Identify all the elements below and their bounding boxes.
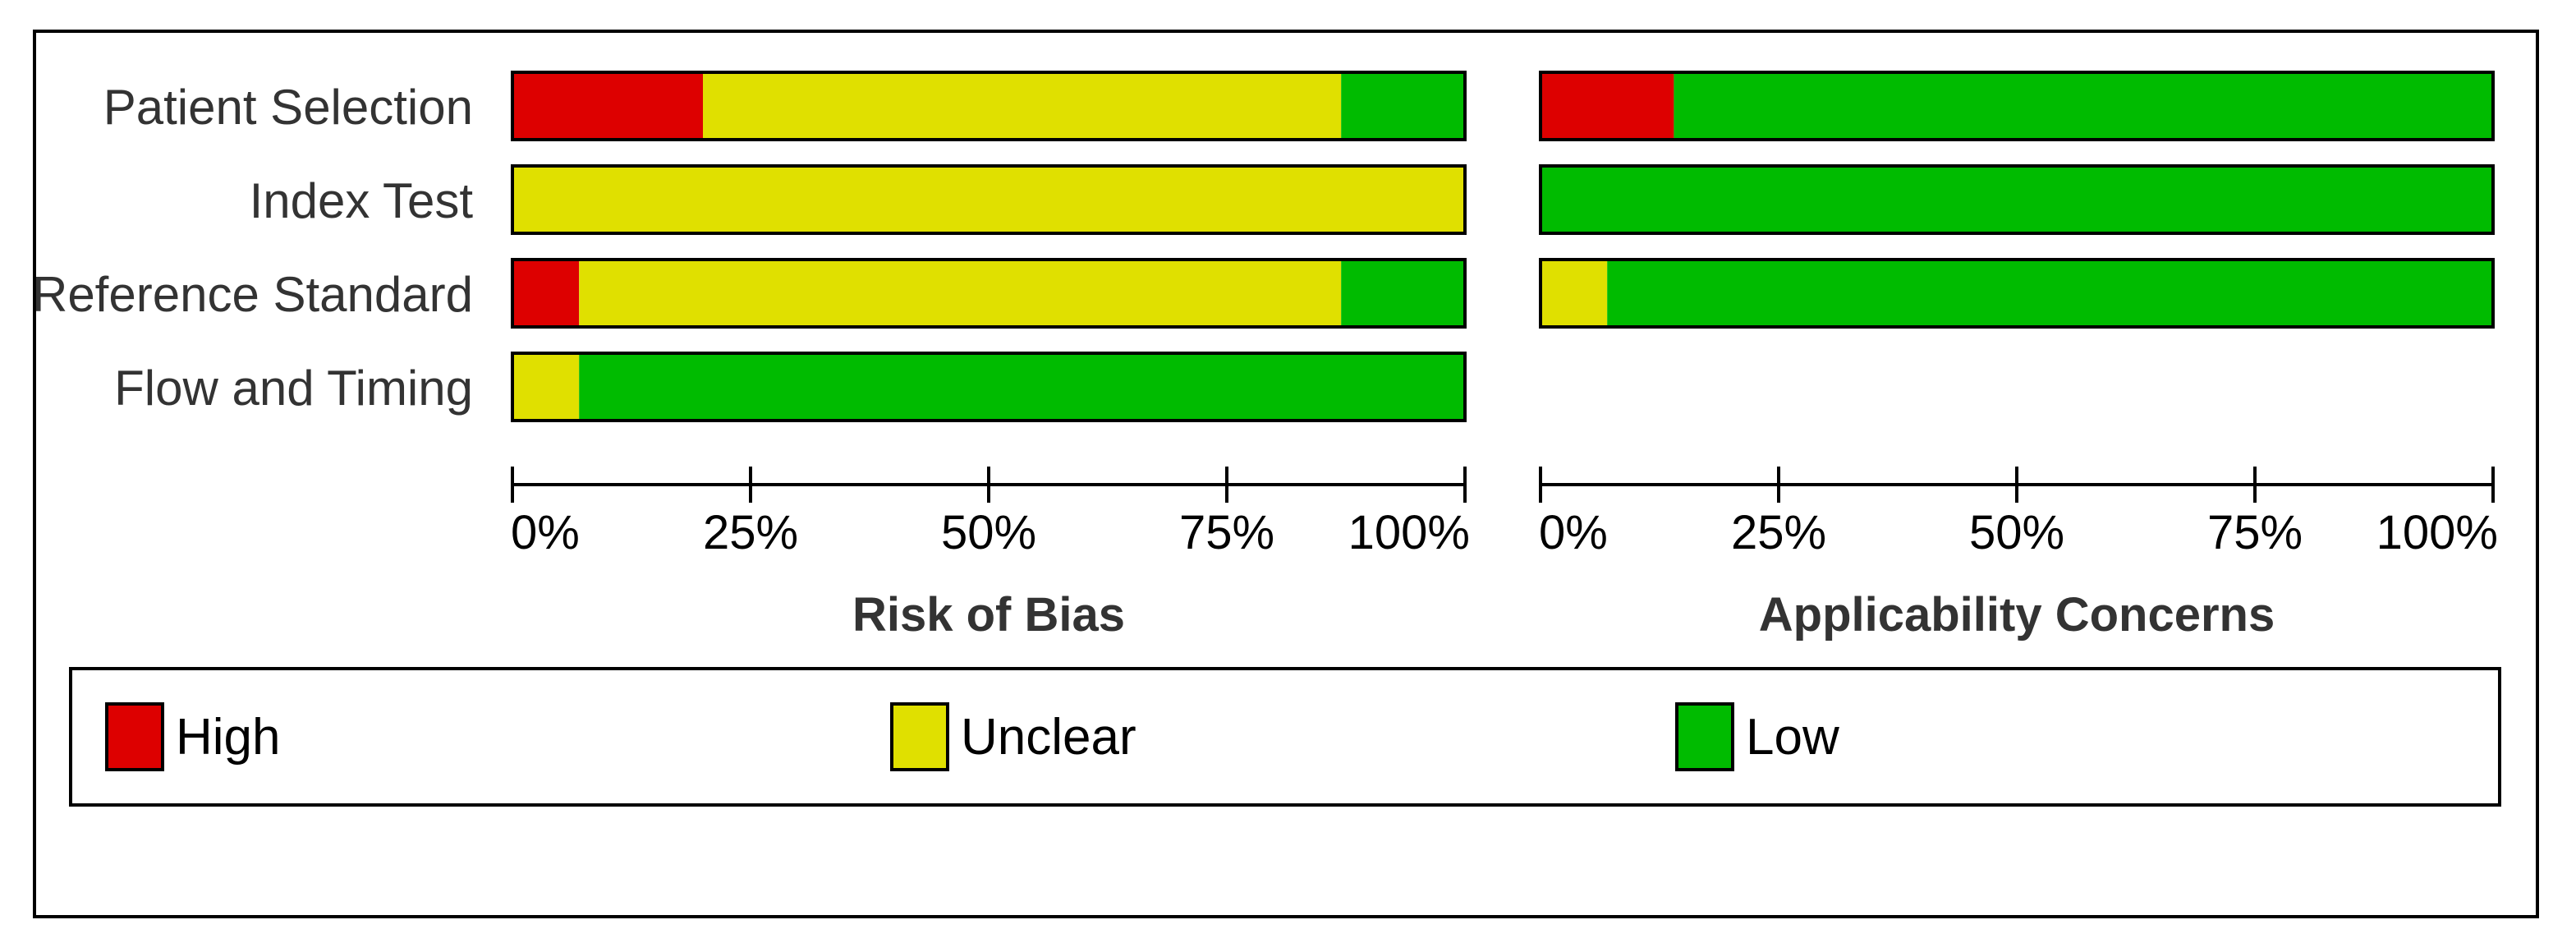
x-tick-label-risk-of-bias-4: 100% <box>1348 506 1470 559</box>
x-tick-label-applicability-concerns-1: 25% <box>1731 506 1826 559</box>
bar-risk-of-bias-reference-standard-unclear <box>579 260 1342 327</box>
legend-swatch-unclear <box>890 702 949 771</box>
bar-outline-risk-of-bias-patient-selection <box>511 71 1467 141</box>
x-tick-label-risk-of-bias-2: 50% <box>941 506 1036 559</box>
category-label-patient-selection: Patient Selection <box>103 80 473 135</box>
bar-applicability-concerns-index-test-low <box>1541 166 2493 233</box>
x-tick-label-applicability-concerns-4: 100% <box>2376 506 2498 559</box>
bar-outline-applicability-concerns-reference-standard <box>1539 258 2495 329</box>
bar-risk-of-bias-patient-selection-high <box>512 72 703 140</box>
legend-swatch-high <box>105 702 164 771</box>
bar-applicability-concerns-reference-standard-low <box>1607 260 2493 327</box>
legend-item-unclear: Unclear <box>890 700 1136 774</box>
bar-risk-of-bias-flow-and-timing-low <box>579 353 1466 421</box>
bar-outline-applicability-concerns-patient-selection <box>1539 71 2495 141</box>
bar-outline-risk-of-bias-flow-and-timing <box>511 352 1467 422</box>
bar-applicability-concerns-patient-selection-high <box>1541 72 1674 140</box>
x-tick-label-risk-of-bias-3: 75% <box>1179 506 1274 559</box>
legend-label-high: High <box>176 708 281 766</box>
legend-item-high: High <box>105 700 281 774</box>
bar-risk-of-bias-flow-and-timing-unclear <box>512 353 580 421</box>
bar-risk-of-bias-patient-selection-low <box>1341 72 1465 140</box>
bar-outline-risk-of-bias-reference-standard <box>511 258 1467 329</box>
legend-swatch-low <box>1675 702 1734 771</box>
x-tick-label-applicability-concerns-3: 75% <box>2207 506 2303 559</box>
bar-applicability-concerns-reference-standard-unclear <box>1541 260 1608 327</box>
legend-label-low: Low <box>1746 708 1839 766</box>
bar-risk-of-bias-index-test-unclear <box>512 166 1465 233</box>
category-label-index-test: Index Test <box>250 173 474 228</box>
bar-risk-of-bias-patient-selection-unclear <box>703 72 1342 140</box>
x-tick-label-applicability-concerns-2: 50% <box>1969 506 2064 559</box>
category-label-flow-and-timing: Flow and Timing <box>114 361 473 416</box>
bar-applicability-concerns-patient-selection-low <box>1674 72 2493 140</box>
bar-risk-of-bias-reference-standard-low <box>1341 260 1465 327</box>
panel-title-applicability-concerns: Applicability Concerns <box>1759 588 2275 642</box>
x-tick-label-risk-of-bias-1: 25% <box>703 506 798 559</box>
bar-outline-risk-of-bias-index-test <box>511 164 1467 235</box>
bar-risk-of-bias-reference-standard-high <box>512 260 580 327</box>
legend-label-unclear: Unclear <box>961 708 1136 766</box>
legend-item-low: Low <box>1675 700 1839 774</box>
legend: High Unclear Low <box>69 667 2501 807</box>
panel-title-risk-of-bias: Risk of Bias <box>852 588 1125 642</box>
x-tick-label-applicability-concerns-0: 0% <box>1539 506 1608 559</box>
category-label-reference-standard: Reference Standard <box>32 267 473 322</box>
bar-outline-applicability-concerns-index-test <box>1539 164 2495 235</box>
x-tick-label-risk-of-bias-0: 0% <box>511 506 580 559</box>
